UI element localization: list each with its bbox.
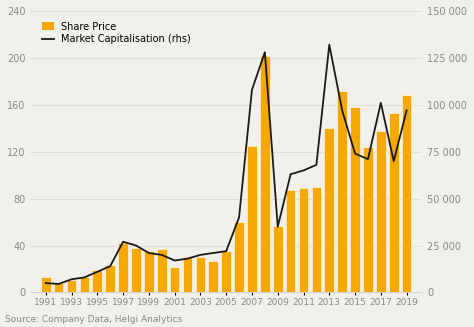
- Bar: [144, 251, 154, 292]
- Bar: [324, 128, 334, 292]
- Bar: [311, 187, 321, 292]
- Bar: [157, 249, 166, 292]
- Legend: Share Price, Market Capitalisation (rhs): Share Price, Market Capitalisation (rhs): [39, 19, 194, 47]
- Bar: [363, 147, 373, 292]
- Bar: [92, 270, 102, 292]
- Bar: [54, 283, 64, 292]
- Bar: [286, 190, 295, 292]
- Bar: [299, 188, 309, 292]
- Bar: [182, 257, 192, 292]
- Bar: [170, 267, 180, 292]
- Bar: [196, 257, 205, 292]
- Bar: [80, 277, 89, 292]
- Bar: [389, 113, 399, 292]
- Bar: [234, 222, 244, 292]
- Bar: [350, 107, 360, 292]
- Bar: [260, 56, 270, 292]
- Bar: [131, 248, 141, 292]
- Bar: [221, 251, 231, 292]
- Bar: [402, 95, 411, 292]
- Bar: [41, 277, 51, 292]
- Bar: [273, 226, 283, 292]
- Bar: [105, 266, 115, 292]
- Bar: [376, 130, 386, 292]
- Bar: [247, 146, 257, 292]
- Bar: [67, 280, 76, 292]
- Bar: [209, 261, 218, 292]
- Bar: [337, 91, 347, 292]
- Text: Source: Company Data, Helgi Analytics: Source: Company Data, Helgi Analytics: [5, 315, 182, 324]
- Bar: [118, 243, 128, 292]
